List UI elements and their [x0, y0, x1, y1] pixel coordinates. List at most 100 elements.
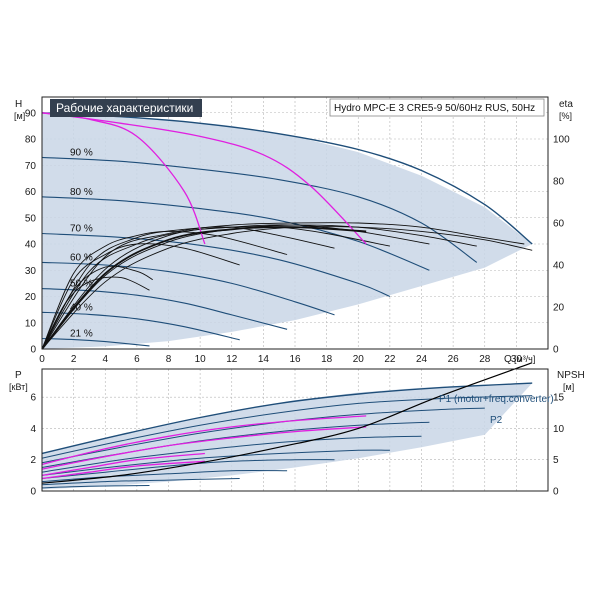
- speed-label: 80 %: [70, 187, 93, 198]
- efficiency-curve: [41, 226, 390, 350]
- head-curve: [41, 196, 430, 271]
- power-curve: [41, 469, 288, 483]
- y-tick-label: 50: [25, 213, 37, 224]
- head-curve: [41, 112, 533, 245]
- y2-axis-unit: [%]: [559, 111, 572, 121]
- y-tick-labels: 0 10 20 30 40 50 60 70 80 90: [25, 108, 37, 355]
- npsh-tick-label: 15: [553, 393, 565, 404]
- power-envelope: [42, 383, 533, 490]
- bottom-plot-frame: [41, 368, 549, 492]
- npsh-tick-label: 0: [553, 487, 559, 498]
- power-tick-label: 0: [30, 487, 36, 498]
- chart-title: Рабочие характеристики: [56, 101, 193, 115]
- power-tick-label: 2: [30, 455, 36, 466]
- power-highlight-curves: [41, 415, 367, 480]
- x-tick-label: 16: [289, 354, 301, 365]
- x-tick-label: 10: [195, 354, 207, 365]
- head-curves: [41, 112, 533, 347]
- x-tick-labels: 0 2 4 6 8 10 12 14 16 18 20 22 24 26 28 30: [39, 354, 522, 365]
- model-box: [329, 98, 545, 117]
- power-tick-labels: 0 2 4 6: [30, 393, 36, 498]
- power-curve: [41, 395, 533, 459]
- x-tick-label: 14: [258, 354, 270, 365]
- y-axis-unit: [м]: [14, 111, 25, 121]
- power-tick-label: 4: [30, 424, 36, 435]
- npsh-axis-label: NPSH: [557, 370, 585, 381]
- speed-label: 60 %: [70, 252, 93, 263]
- speed-label: 50 %: [70, 279, 93, 290]
- efficiency-curve: [41, 265, 153, 350]
- power-curve: [41, 485, 150, 489]
- speed-label: 40 %: [70, 302, 93, 313]
- highlight-head-curve: [41, 112, 367, 245]
- x-tick-label: 28: [479, 354, 491, 365]
- y2-tick-label: 100: [553, 135, 570, 146]
- y2-tick-label: 20: [553, 303, 565, 314]
- power-highlight-curve: [41, 426, 367, 470]
- y-tick-label: 40: [25, 240, 37, 251]
- x-tick-label: 26: [448, 354, 460, 365]
- head-curve: [41, 261, 335, 316]
- x-tick-label: 4: [102, 354, 108, 365]
- operating-envelope: [42, 112, 533, 349]
- x-tick-label: 20: [353, 354, 365, 365]
- npsh-tick-label: 5: [553, 455, 559, 466]
- power-highlight-curve: [41, 460, 205, 480]
- efficiency-curves: [41, 222, 533, 350]
- power-axis-label: P: [15, 370, 22, 381]
- power-curve: [41, 478, 240, 486]
- x-tick-label: 2: [71, 354, 77, 365]
- y2-tick-label: 0: [553, 345, 559, 356]
- x-tick-label: 6: [134, 354, 140, 365]
- y2-axis-label: eta: [559, 99, 573, 110]
- y2-tick-label: 60: [553, 219, 565, 230]
- efficiency-curve: [41, 230, 288, 350]
- power-highlight-curve: [41, 415, 367, 466]
- x-tick-label: 12: [226, 354, 238, 365]
- y-tick-label: 70: [25, 161, 37, 172]
- chart-title-box: [50, 99, 202, 117]
- y-tick-label: 0: [30, 345, 36, 356]
- power-tick-label: 6: [30, 393, 36, 404]
- y-tick-label: 20: [25, 292, 37, 303]
- y2-tick-label: 40: [553, 261, 565, 272]
- npsh-tick-labels: 0 5 10 15: [553, 393, 565, 498]
- x-tick-label: 8: [166, 354, 172, 365]
- speed-label: 21 %: [70, 329, 93, 340]
- p1-label: P1 (motor+freq.converter): [439, 394, 554, 405]
- y-tick-label: 30: [25, 266, 37, 277]
- power-axis-unit: [кВт]: [9, 382, 28, 392]
- y2-tick-labels: 0 20 40 60 80 100: [553, 135, 570, 356]
- head-curve: [41, 288, 288, 330]
- x-tick-label: 22: [384, 354, 396, 365]
- efficiency-curve: [41, 226, 335, 350]
- y2-tick-label: 80: [553, 177, 565, 188]
- y-axis-label: H: [15, 99, 22, 110]
- y-tick-label: 80: [25, 135, 37, 146]
- head-curve: [41, 156, 478, 263]
- power-highlight-curve: [41, 452, 205, 477]
- power-curve: [41, 382, 533, 455]
- highlight-efficiency-curve: [41, 226, 367, 350]
- power-curve: [41, 435, 422, 473]
- p2-label: P2: [490, 415, 503, 426]
- head-curve: [41, 311, 240, 341]
- npsh-curve: [41, 362, 533, 484]
- model-label: Hydro MPC-E 3 CRE5-9 50/60Hz RUS, 50Hz: [334, 103, 535, 114]
- efficiency-curve: [41, 222, 525, 350]
- speed-label: 70 %: [70, 224, 93, 235]
- efficiency-curve: [41, 243, 240, 350]
- bottom-panel: 0 2 4 6 0 5 10 15 P1 (motor+freq.converter) P2…: [9, 362, 585, 498]
- speed-label: 90 %: [70, 147, 93, 158]
- x-axis-unit: [м³/ч]: [514, 354, 535, 364]
- npsh-axis-unit: [м]: [563, 382, 574, 392]
- npsh-tick-label: 10: [553, 424, 565, 435]
- x-tick-label: 0: [39, 354, 45, 365]
- top-plot-frame: [41, 96, 549, 350]
- x-tick-label: 24: [416, 354, 428, 365]
- x-tick-label: 18: [321, 354, 333, 365]
- x-axis-label: Q: [504, 354, 512, 365]
- x-tick-label: 30: [511, 354, 523, 365]
- y-tick-label: 10: [25, 318, 37, 329]
